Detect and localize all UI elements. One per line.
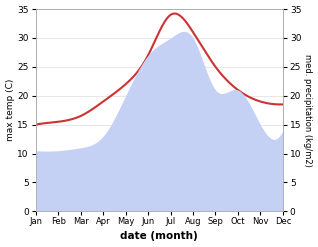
Y-axis label: med. precipitation (kg/m2): med. precipitation (kg/m2) bbox=[303, 54, 313, 167]
X-axis label: date (month): date (month) bbox=[121, 231, 198, 242]
Y-axis label: max temp (C): max temp (C) bbox=[5, 79, 15, 141]
